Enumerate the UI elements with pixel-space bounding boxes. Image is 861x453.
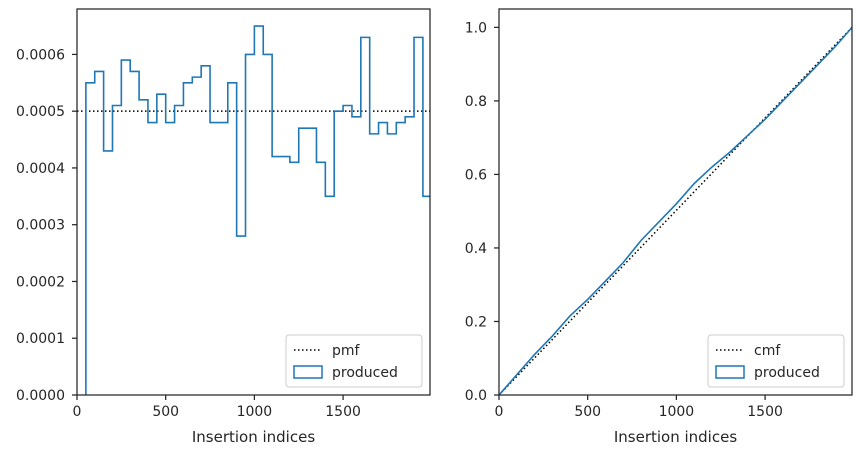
- y-tick-label: 0.8: [465, 94, 487, 110]
- y-tick-label: 0.4: [465, 241, 487, 257]
- x-axis-label: Insertion indices: [192, 428, 315, 446]
- legend: cmf produced: [707, 334, 845, 388]
- x-tick-label: 1000: [237, 404, 273, 420]
- legend-label-produced: produced: [754, 365, 820, 381]
- chart-panel-2: 0 500 1000 1500 0.0 0.2 0.4 0.6 0.8 1.0 Insertion …: [465, 8, 853, 446]
- chart-panel-1: 0 500 1000 1500 0.0000 0.0001 0.0002 0.0003 0.00…: [16, 8, 431, 446]
- plot-area: [77, 25, 430, 395]
- y-tick-label: 0.0005: [16, 104, 65, 120]
- y-tick-label: 1.0: [465, 20, 487, 36]
- x-tick-label: 0: [495, 404, 504, 420]
- y-tick-label: 0.0003: [16, 218, 65, 234]
- x-tick-label: 500: [152, 404, 179, 420]
- y-tick-label: 0.6: [465, 167, 487, 183]
- x-tick-label: 1500: [325, 404, 361, 420]
- plot-area: [499, 26, 852, 395]
- x-axis-label: Insertion indices: [614, 428, 737, 446]
- plot-frame: [498, 8, 853, 396]
- x-tick-label: 0: [73, 404, 82, 420]
- legend-swatch-produced: [293, 365, 323, 379]
- y-tick-label: 0.0: [465, 388, 487, 404]
- series-produced-line: [499, 26, 852, 395]
- legend-label-cmf: cmf: [754, 343, 781, 359]
- y-tick-label: 0.0006: [16, 47, 65, 63]
- x-tick-label: 500: [574, 404, 601, 420]
- x-tick-label: 1000: [659, 404, 695, 420]
- plot-frame: [76, 8, 431, 396]
- series-cmf-line: [499, 26, 852, 395]
- legend-label-pmf: pmf: [332, 343, 361, 359]
- y-tick-label: 0.0000: [16, 388, 65, 404]
- legend-swatch-produced: [715, 365, 745, 379]
- x-tick-label: 1500: [747, 404, 783, 420]
- series-produced-line: [85, 25, 430, 395]
- legend-box: [707, 334, 845, 388]
- legend-box: [285, 334, 423, 388]
- legend-label-produced: produced: [332, 365, 398, 381]
- legend: pmf produced: [285, 334, 423, 388]
- y-tick-label: 0.0002: [16, 274, 65, 290]
- y-tick-label: 0.2: [465, 314, 487, 330]
- y-tick-label: 0.0001: [16, 331, 65, 347]
- y-tick-label: 0.0004: [16, 161, 65, 177]
